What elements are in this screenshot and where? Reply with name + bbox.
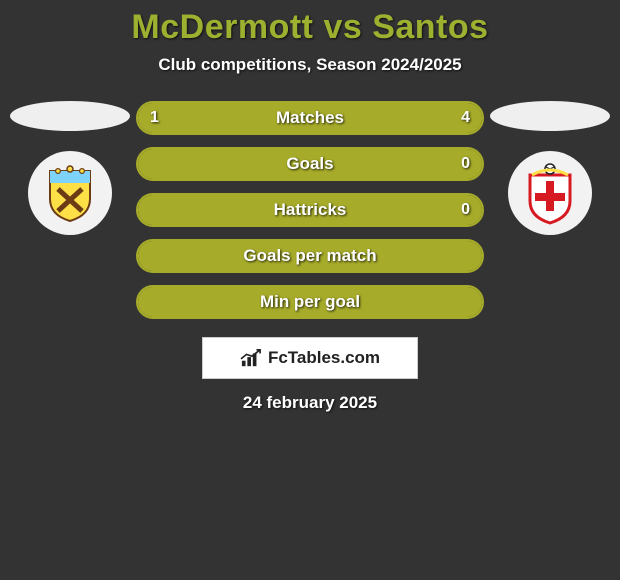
stats-bars: Matches14Goals0Hattricks0Goals per match… [130,101,490,331]
left-club-crest [28,151,112,235]
branding-text: FcTables.com [268,348,380,368]
main-row: Matches14Goals0Hattricks0Goals per match… [0,101,620,331]
page-title: McDermott vs Santos [0,8,620,47]
stat-bar-right-value: 0 [449,149,482,179]
stat-bar: Matches1 4 [136,101,484,135]
stat-bar: Min per goal [136,285,484,319]
stat-bar-label: Hattricks [138,195,482,225]
bar-chart-icon [240,348,262,368]
stat-bar-label: Min per goal [138,287,482,317]
burnley-crest-icon [38,161,102,225]
branding-box[interactable]: FcTables.com [202,337,418,379]
stat-bar-right-value: 0 [449,195,482,225]
stat-bar-label: Goals per match [138,241,482,271]
left-player-avatar [10,101,130,131]
right-club-crest [508,151,592,235]
stat-bar-label: Matches [138,103,482,133]
left-player-column [10,101,130,235]
stats-card: McDermott vs Santos Club competitions, S… [0,0,620,413]
stat-bar-left-value: 1 [138,103,171,133]
date-line: 24 february 2025 [0,393,620,413]
southampton-crest-icon [518,161,582,225]
stat-bar: Goals0 [136,147,484,181]
stat-bar-right-value: 4 [449,103,482,133]
stat-bar-label: Goals [138,149,482,179]
right-player-avatar [490,101,610,131]
subtitle: Club competitions, Season 2024/2025 [0,55,620,75]
right-player-column [490,101,610,235]
stat-bar: Hattricks0 [136,193,484,227]
stat-bar: Goals per match [136,239,484,273]
